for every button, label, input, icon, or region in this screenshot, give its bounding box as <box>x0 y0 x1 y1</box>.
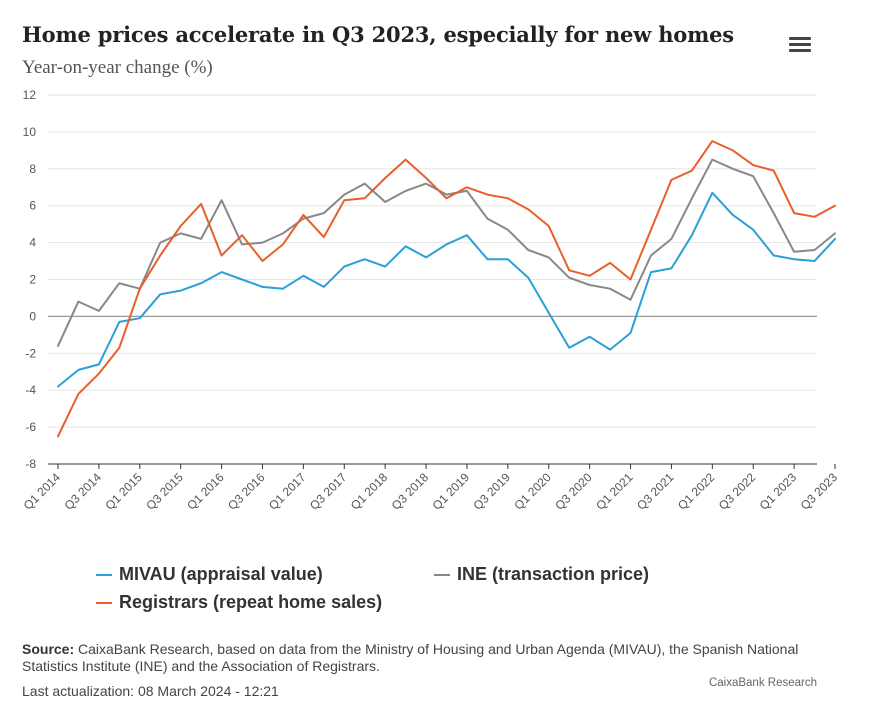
x-tick-label: Q3 2023 <box>798 470 841 513</box>
series-line-ine <box>57 158 836 347</box>
y-tick-label: 2 <box>29 273 36 287</box>
x-tick-label: Q1 2023 <box>757 470 800 513</box>
chart-subtitle: Year-on-year change (%) <box>22 57 213 78</box>
last-updated: Last actualization: 08 March 2024 - 12:2… <box>22 683 279 699</box>
y-tick-label: 6 <box>29 199 36 213</box>
x-tick-label: Q1 2018 <box>348 470 391 513</box>
x-tick-label: Q1 2019 <box>430 470 473 513</box>
credit-link[interactable]: CaixaBank Research <box>708 677 817 689</box>
source-label: Source: <box>22 641 75 657</box>
x-tick-label: Q1 2015 <box>102 470 145 513</box>
legend-item-mivau[interactable]: MIVAU (appraisal value) <box>96 564 323 585</box>
series-line-registrars <box>57 140 836 438</box>
source-note: Source: CaixaBank Research, based on dat… <box>22 641 802 675</box>
legend-item-registrars[interactable]: Registrars (repeat home sales) <box>96 592 382 613</box>
x-tick-label: Q3 2014 <box>62 470 105 513</box>
x-tick-label: Q1 2014 <box>21 470 64 513</box>
legend-label-mivau: MIVAU (appraisal value) <box>119 564 323 584</box>
series-line-mivau <box>57 191 836 388</box>
x-tick-label: Q3 2022 <box>716 470 759 513</box>
x-tick-label: Q3 2016 <box>225 470 268 513</box>
legend-swatch-ine <box>434 573 450 576</box>
y-tick-label: 10 <box>23 125 37 139</box>
x-tick-label: Q3 2015 <box>143 470 186 513</box>
y-tick-label: -4 <box>25 383 36 397</box>
legend-label-registrars: Registrars (repeat home sales) <box>119 592 383 612</box>
legend-item-ine[interactable]: INE (transaction price) <box>434 564 649 585</box>
x-tick-label: Q3 2018 <box>389 470 432 513</box>
x-tick-label: Q1 2016 <box>184 470 227 513</box>
y-tick-label: 12 <box>23 88 37 102</box>
x-tick-label: Q3 2017 <box>307 470 350 513</box>
y-tick-label: -6 <box>25 420 36 434</box>
legend-swatch-mivau <box>96 573 112 576</box>
x-tick-label: Q1 2020 <box>511 470 554 513</box>
x-tick-label: Q1 2017 <box>266 470 309 513</box>
y-tick-label: 4 <box>29 236 36 250</box>
y-tick-label: 8 <box>29 162 36 176</box>
x-tick-label: Q1 2022 <box>675 470 718 513</box>
x-tick-label: Q1 2021 <box>593 470 636 513</box>
y-tick-label: -8 <box>25 457 36 471</box>
chart-title: Home prices accelerate in Q3 2023, espec… <box>22 22 734 47</box>
y-tick-label: -2 <box>25 346 36 360</box>
source-text: CaixaBank Research, based on data from t… <box>22 641 799 674</box>
x-tick-label: Q3 2021 <box>634 470 677 513</box>
x-tick-label: Q3 2020 <box>552 470 595 513</box>
y-tick-label: 0 <box>29 309 36 323</box>
legend-swatch-registrars <box>96 601 112 604</box>
x-tick-label: Q3 2019 <box>471 470 514 513</box>
menu-icon[interactable] <box>789 37 811 55</box>
legend-label-ine: INE (transaction price) <box>457 564 650 584</box>
